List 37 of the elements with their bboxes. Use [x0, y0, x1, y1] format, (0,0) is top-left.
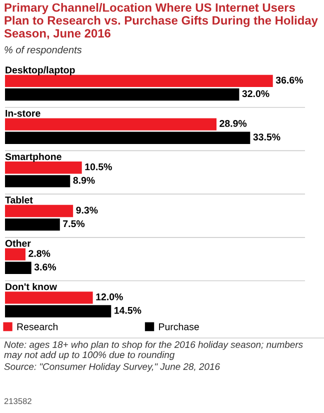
data-label: 9.3% [76, 206, 98, 214]
data-label: 2.8% [28, 250, 50, 257]
bar [5, 74, 273, 88]
data-label: 7.5% [63, 220, 85, 228]
source-note: Source: "Consumer Holiday Survey," June 28, 2016 [4, 363, 220, 372]
text: Note: ages 18+ who plan to shop for the 2016 holiday season; numbers may not add up to 100% due to rounding [4, 341, 303, 360]
y-tick-label: Desktop/laptop [6, 66, 75, 76]
data-label: 8.9% [73, 176, 95, 184]
bar [5, 248, 26, 260]
y-tick-label: Smartphone [5, 152, 62, 162]
data-label: 28.9% [220, 120, 247, 127]
chart-title: Primary Channel/Location Where US Internet Users Plan to Research vs. Purchase Gifts During the Holiday Season, June 2016 [4, 3, 318, 40]
bar [5, 218, 60, 231]
data-label: 33.5% [253, 134, 280, 140]
y-tick-label: Other [5, 240, 31, 247]
y-tick-label: Don't know [6, 282, 58, 290]
bar [5, 262, 32, 274]
legend-label: Research [17, 323, 58, 330]
bar [5, 118, 217, 130]
bar [5, 175, 70, 188]
data-label: 32.0% [242, 90, 270, 98]
bar [5, 305, 112, 318]
chart-subtitle: % of respondents [4, 46, 82, 56]
data-label: 36.6% [276, 76, 303, 84]
data-label: 14.5% [114, 306, 142, 314]
bar [5, 88, 240, 101]
data-label: 12.0% [96, 293, 123, 300]
y-tick-label: In-store [6, 110, 40, 117]
y-tick-label: Tablet [5, 196, 33, 204]
bar [5, 204, 74, 218]
bar [5, 292, 93, 304]
data-label: 10.5% [85, 163, 112, 170]
bar [5, 132, 250, 144]
text: 213582 [4, 398, 32, 404]
bar [5, 162, 82, 174]
legend-label: Purchase [159, 323, 199, 330]
data-label: 3.6% [34, 264, 56, 271]
